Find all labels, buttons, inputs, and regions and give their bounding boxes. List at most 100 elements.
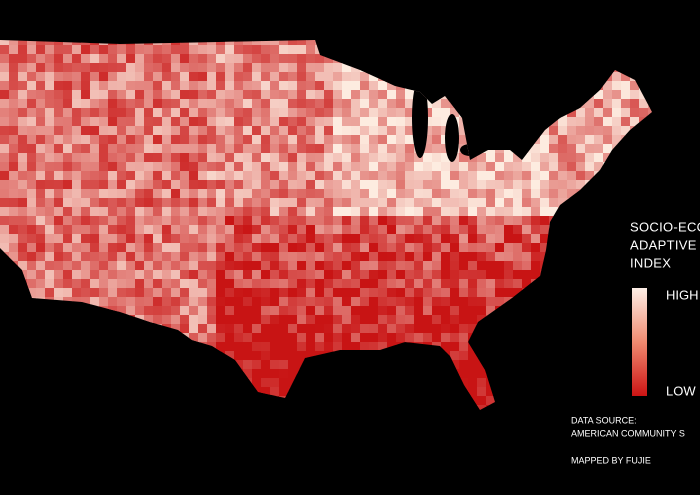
county <box>495 261 505 271</box>
county <box>198 234 208 244</box>
county <box>324 216 334 226</box>
legend-high: HIGH <box>666 287 699 302</box>
county <box>243 90 253 100</box>
county <box>0 162 10 172</box>
county <box>504 207 514 217</box>
county <box>9 180 19 190</box>
county <box>144 63 154 73</box>
county <box>126 126 136 136</box>
county <box>117 81 127 91</box>
county <box>126 63 136 73</box>
county <box>315 315 325 325</box>
county <box>432 153 442 163</box>
county <box>549 198 559 208</box>
county <box>261 207 271 217</box>
county <box>621 108 631 118</box>
county <box>153 261 163 271</box>
county <box>423 234 433 244</box>
county <box>234 306 244 316</box>
county <box>135 270 145 280</box>
county <box>45 189 55 199</box>
county <box>108 72 118 82</box>
county <box>468 387 478 397</box>
county <box>405 144 415 154</box>
county <box>243 171 253 181</box>
county <box>270 40 280 46</box>
county <box>63 108 73 118</box>
county <box>189 198 199 208</box>
county <box>45 279 55 289</box>
county <box>144 252 154 262</box>
county <box>234 180 244 190</box>
county <box>324 90 334 100</box>
county <box>621 72 631 82</box>
county <box>549 144 559 154</box>
county <box>288 261 298 271</box>
county <box>342 288 352 298</box>
county <box>225 351 235 361</box>
county <box>189 135 199 145</box>
county <box>18 153 28 163</box>
county <box>234 297 244 307</box>
county <box>360 153 370 163</box>
county <box>216 162 226 172</box>
county <box>333 99 343 109</box>
county <box>9 81 19 91</box>
county <box>18 198 28 208</box>
county <box>531 243 541 253</box>
county <box>423 333 433 343</box>
county <box>18 189 28 199</box>
county <box>315 225 325 235</box>
county <box>81 270 91 280</box>
county <box>396 234 406 244</box>
county <box>117 198 127 208</box>
county <box>0 126 10 136</box>
county <box>180 180 190 190</box>
county <box>45 234 55 244</box>
county <box>558 180 568 190</box>
county <box>486 189 496 199</box>
county <box>279 243 289 253</box>
county <box>279 225 289 235</box>
county <box>324 288 334 298</box>
county <box>72 171 82 181</box>
county <box>396 144 406 154</box>
county <box>108 171 118 181</box>
county <box>189 234 199 244</box>
county <box>90 288 100 298</box>
county <box>234 144 244 154</box>
county <box>153 45 163 55</box>
county <box>234 40 244 46</box>
county <box>270 171 280 181</box>
county <box>171 261 181 271</box>
county <box>108 135 118 145</box>
county <box>171 189 181 199</box>
county <box>459 225 469 235</box>
county <box>333 171 343 181</box>
county <box>459 351 469 361</box>
county <box>270 207 280 217</box>
county <box>549 171 559 181</box>
county <box>216 216 226 226</box>
county <box>369 135 379 145</box>
county <box>378 99 388 109</box>
county <box>306 351 316 361</box>
county <box>378 333 388 343</box>
county <box>171 270 181 280</box>
county <box>306 180 316 190</box>
county <box>9 171 19 181</box>
county <box>234 54 244 64</box>
county <box>126 108 136 118</box>
county <box>252 54 262 64</box>
county <box>126 234 136 244</box>
county <box>99 225 109 235</box>
county <box>333 153 343 163</box>
county <box>180 288 190 298</box>
county <box>468 297 478 307</box>
county <box>117 45 127 55</box>
county <box>288 252 298 262</box>
county <box>45 207 55 217</box>
county <box>36 40 46 46</box>
county <box>540 144 550 154</box>
